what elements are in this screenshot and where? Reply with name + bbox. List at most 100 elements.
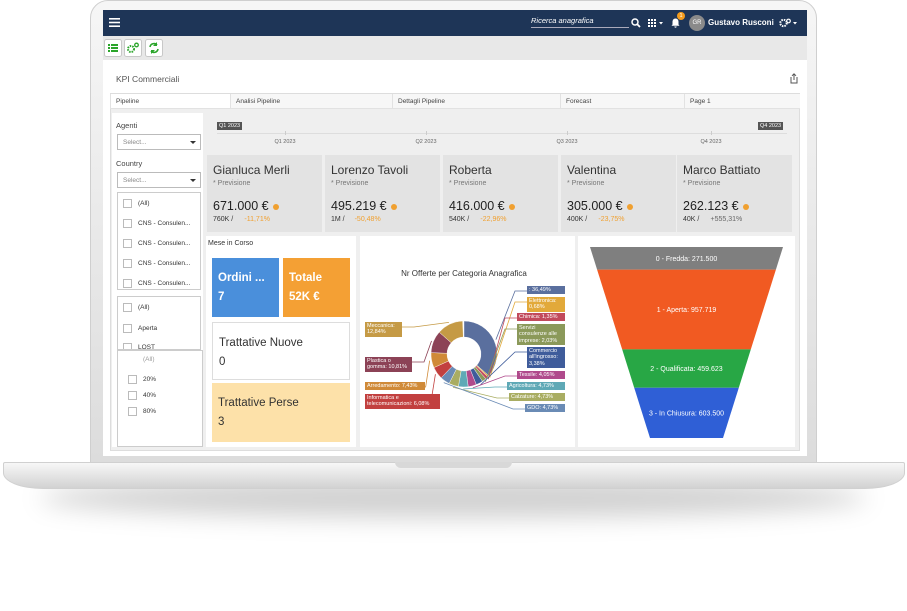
tile-label: Totale [289,272,323,284]
tile-label: Trattative Nuove [219,337,303,349]
tab-label: Dettagli Pipeline [398,98,445,105]
range-start[interactable]: Q1 2023 [217,122,243,130]
search-icon[interactable] [631,18,641,28]
tile-label: Ordini ... [218,272,265,284]
tab-label: Analisi Pipeline [236,98,281,105]
funnel-stage [634,387,739,438]
checkbox[interactable] [128,407,137,416]
tick-label: Q3 2023 [556,139,578,145]
kpi-card: Roberta * Previsione 416.000 € 540K / -22,96… [443,155,558,232]
agent-name: Gianluca Merli [213,163,290,177]
filter-option: 40% [143,392,157,399]
tick-label: Q1 2023 [274,139,296,145]
kpi-target: 400K / [567,216,588,223]
checkbox[interactable] [123,324,132,333]
kpi-tile: Totale 52K € [283,258,350,317]
caption: * Previsione [567,180,605,187]
tab[interactable]: Pipeline [110,94,230,109]
funnel-stage [590,247,783,270]
stage-label: 1 - Aperta: 957.719 [657,307,717,314]
filter-label: Country [116,159,143,168]
agent-name: Lorenzo Tavoli [331,163,409,177]
caption: * Previsione [213,180,251,187]
select-placeholder: Select... [123,177,147,184]
kpi-tile: Trattative Perse 3 [212,383,350,442]
settings-button[interactable] [124,39,142,57]
notification-badge: 1 [677,12,685,20]
checkbox[interactable] [128,391,137,400]
tick-mark [426,131,427,135]
checkbox[interactable] [123,219,132,228]
leader-line [402,322,449,328]
kpi-tile: Ordini ... 7 [212,258,279,317]
checkbox[interactable] [123,343,132,349]
kpi-target: 1M / [331,216,345,223]
status-dot [508,203,515,210]
filter-option: CNS - Consulen... [138,240,191,247]
status-list: (All) Aperta LOST [117,296,201,350]
tick-label: Q2 2023 [415,139,437,145]
country-list: (All) CNS - Consulen... CNS - Consulen... C… [117,192,201,290]
tick-mark [567,131,568,135]
checkbox[interactable] [123,279,132,288]
kpi-card: Valentina * Previsione 305.000 € 400K / -23,… [561,155,676,232]
checkbox[interactable] [123,303,132,312]
tab-label: Forecast [566,98,592,105]
checkbox[interactable] [123,259,132,268]
leader-line [489,301,527,378]
avatar[interactable]: GR [689,15,705,31]
kpi-delta: +555,31% [710,216,743,223]
settings-icon[interactable] [779,18,799,28]
caption: * Previsione [331,180,369,187]
tick-mark [711,131,712,135]
checkbox[interactable] [123,199,132,208]
funnel-chart: 0 - Fredda: 271.500 1 - Aperta: 957.719 2 … [590,247,783,438]
agent-select[interactable]: Select... [117,134,201,150]
screen: Ricerca anagrafica 1 GR Gustavo Rusconi … [103,10,807,456]
menu-icon[interactable] [109,17,120,28]
stage-label: 0 - Fredda: 271.500 [656,256,718,263]
kpi-delta: -23,75% [598,216,625,223]
leader-line [485,328,517,382]
tick-label: Q4 2023 [700,139,722,145]
slice-label: GDO: 4,73% [525,404,565,413]
filter-option: (All) [143,356,155,363]
country-select[interactable]: Select... [117,172,201,188]
tab[interactable]: Dettagli Pipeline [392,94,560,109]
tick-mark [285,131,286,135]
agent-name: Valentina [567,163,617,177]
tab[interactable]: Forecast [560,94,684,109]
caption: * Previsione [449,180,487,187]
status-dot [390,203,397,210]
tab[interactable]: Analisi Pipeline [230,94,392,109]
list-button[interactable] [104,39,122,57]
slice-label: Informatica e telecomunicazioni: 6,08% [365,394,440,409]
filter-option: (All) [138,304,150,311]
checkbox[interactable] [123,239,132,248]
filter-option: CNS - Consulen... [138,260,191,267]
share-icon[interactable] [789,73,799,84]
leader-line [480,351,527,386]
status-dot [742,203,749,210]
kpi-value: 305.000 € [567,199,633,213]
status-dot [626,203,633,210]
tab[interactable]: Page 1 [684,94,800,109]
tile-value: 0 [219,356,226,368]
kpi-delta: -11,71% [244,216,270,223]
tab-label: Page 1 [690,98,711,105]
slice-label: Plastica o gomma: 10,81% [365,357,412,372]
user-name[interactable]: Gustavo Rusconi [708,18,774,27]
timeline: Q1 2023 Q4 2023 Q1 2023 Q2 2023 Q3 2023 Q4 … [207,118,797,152]
refresh-button[interactable] [145,39,163,57]
bell-icon[interactable] [671,18,680,28]
search-input[interactable]: Ricerca anagrafica [531,16,629,28]
donut-chart: Nr Offerte per Categoria Anagrafica [401,269,527,410]
slice-label: Chimica: 1,35% [517,313,565,322]
tile-label: Trattative Perse [218,397,299,409]
stage-label: 2 - Qualificata: 459.623 [650,366,722,373]
slice-label: Calzature: 4,73% [509,393,565,402]
checkbox[interactable] [128,375,137,384]
apps-icon[interactable] [648,19,664,28]
range-end[interactable]: Q4 2023 [758,122,784,130]
timeline-track [217,133,787,134]
